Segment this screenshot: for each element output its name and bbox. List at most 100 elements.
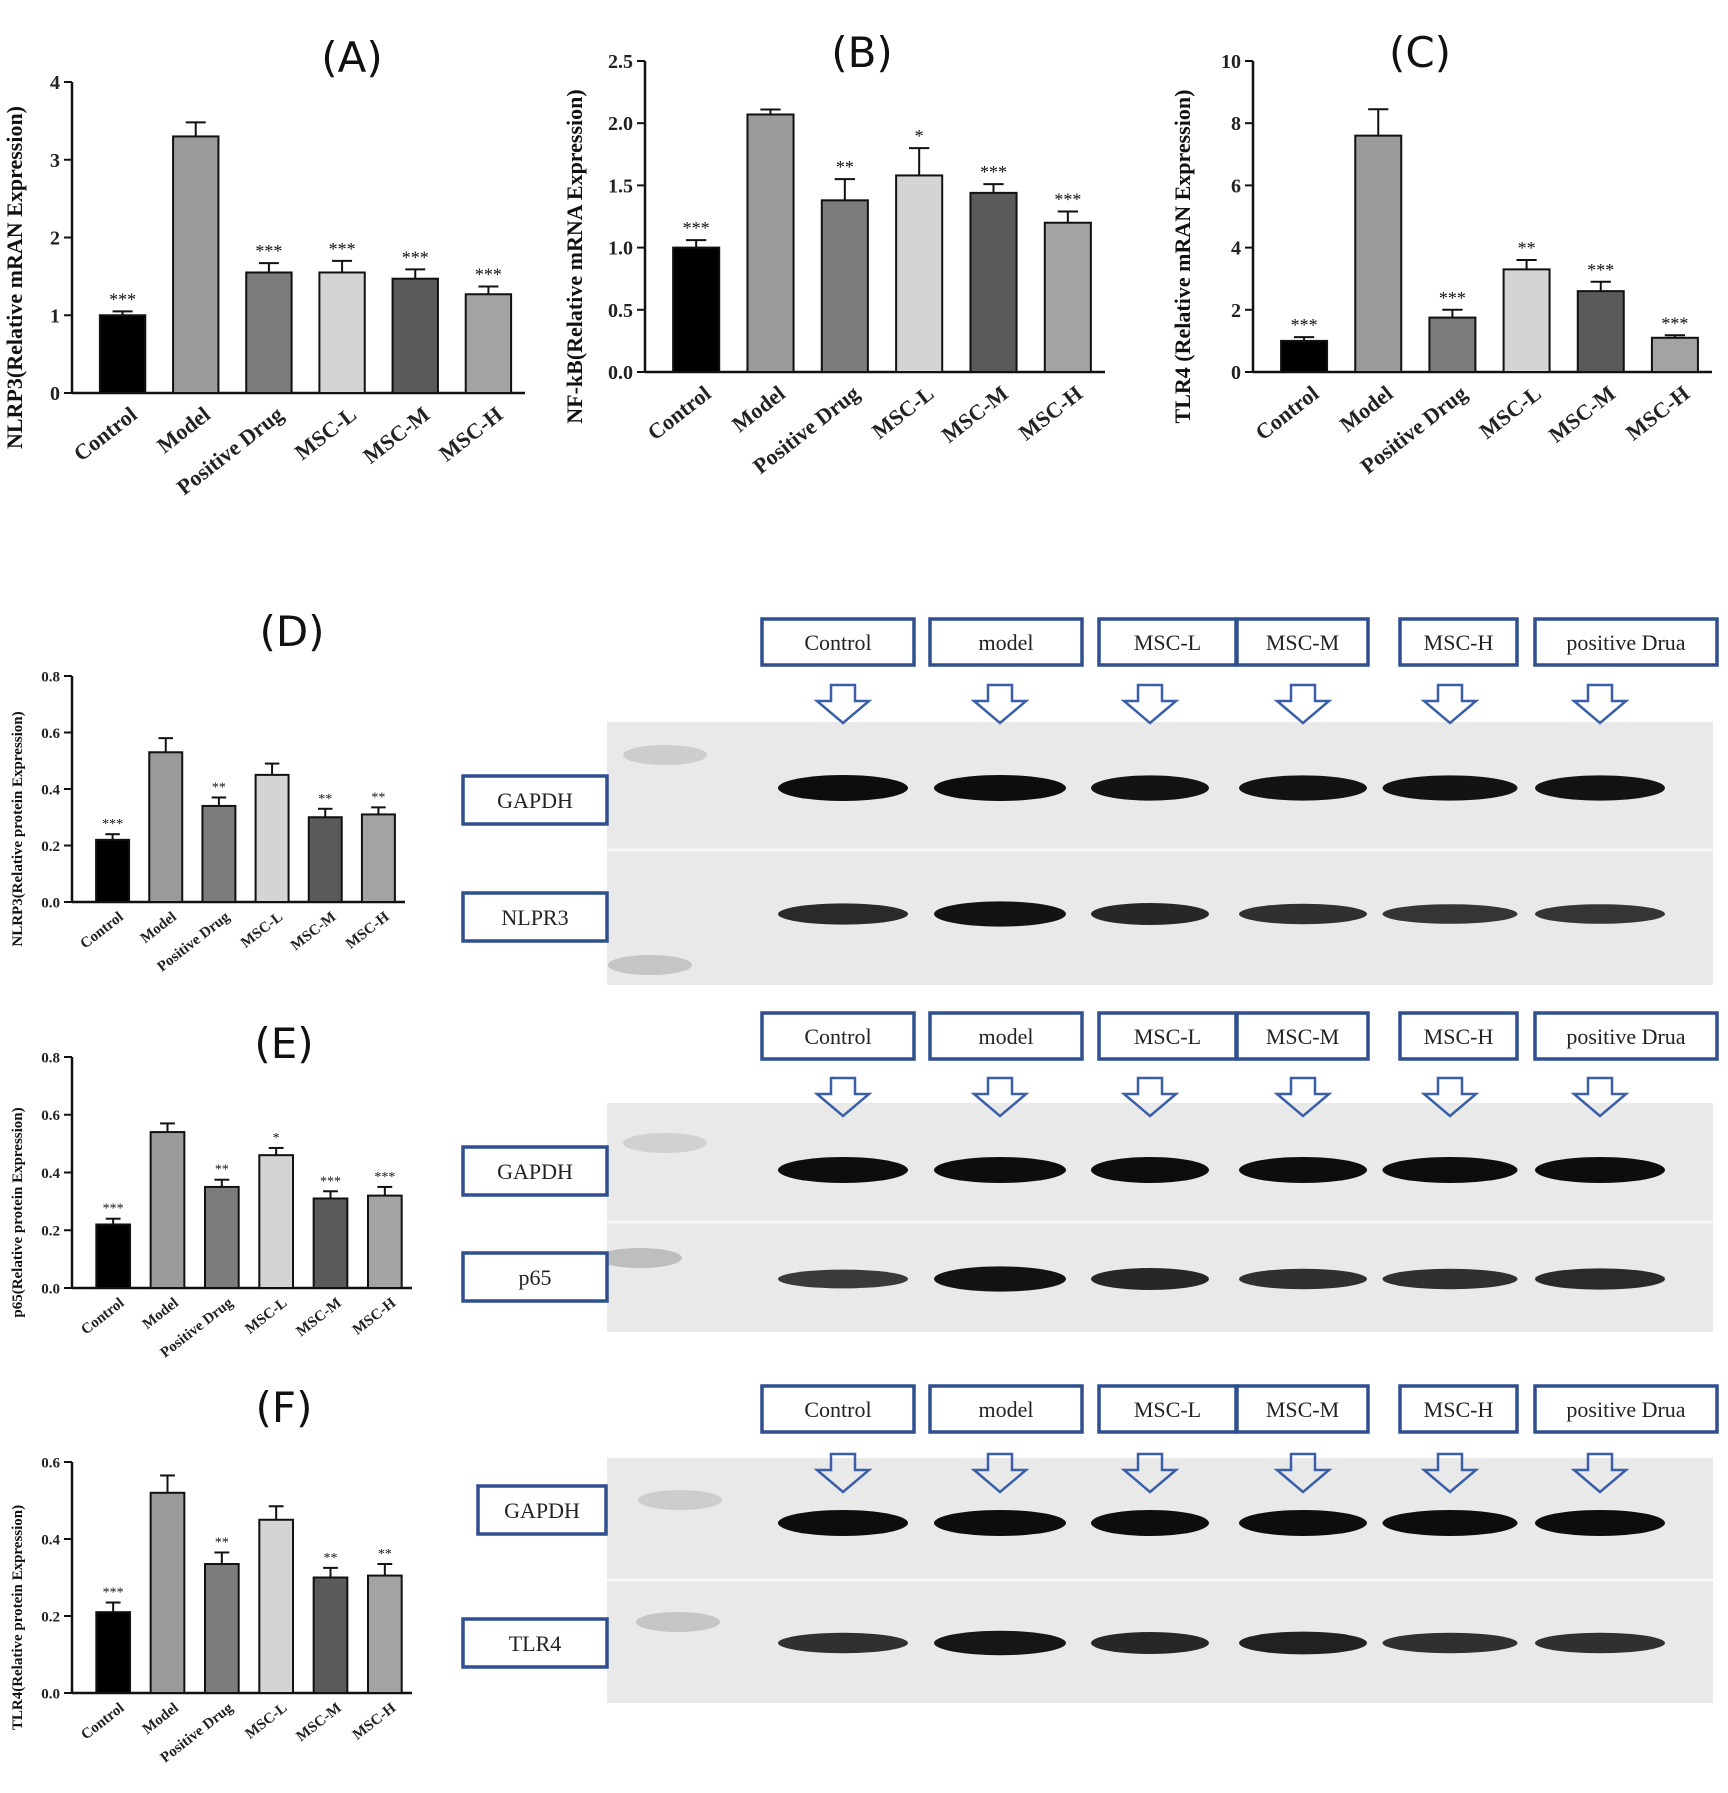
protein-band	[934, 1266, 1066, 1292]
lane-label-box	[760, 617, 916, 667]
protein-label: TLR4	[509, 1631, 562, 1656]
western-blot: Control model MSC-L MSC-M MSC-H positive Drua…	[461, 617, 1719, 985]
y-tick-label: 0.0	[41, 895, 60, 911]
significance-label: **	[318, 792, 332, 807]
protein-label-box	[476, 1484, 608, 1536]
lane-arrow-icon	[1420, 1076, 1480, 1118]
protein-band	[1535, 1632, 1665, 1654]
lane-label-box	[1097, 617, 1238, 667]
y-tick-label: 2.5	[608, 51, 633, 73]
lane-label: MSC-M	[1266, 1024, 1339, 1049]
y-tick-label: 2	[50, 228, 60, 250]
y-tick-label: 0.4	[41, 1166, 60, 1182]
lane-arrow-icon	[813, 683, 873, 725]
protein-band	[1535, 904, 1665, 924]
bar	[672, 246, 721, 374]
panel-letter: (E)	[254, 1019, 313, 1068]
protein-band	[1239, 1157, 1367, 1183]
significance-label: ***	[109, 289, 136, 309]
lane-label: positive Drua	[1566, 1024, 1685, 1049]
y-tick-label: 0.0	[608, 362, 633, 384]
significance-label: ***	[329, 239, 356, 259]
protein-band	[1239, 1510, 1367, 1536]
lane-label: Control	[804, 1397, 871, 1422]
panel-letter: (C)	[1389, 28, 1451, 77]
y-tick-label: 0	[50, 383, 60, 405]
y-tick-label: 0.4	[41, 782, 60, 798]
protein-label: p65	[519, 1265, 552, 1290]
lane-arrow-icon	[1570, 683, 1630, 725]
bar	[254, 773, 290, 903]
y-tick-label: 1	[50, 305, 60, 327]
lane-label-box	[1398, 617, 1519, 667]
y-tick-label: 4	[50, 72, 60, 94]
lane-label-box	[1235, 1384, 1370, 1434]
bar	[1354, 134, 1403, 373]
protein-band	[778, 903, 908, 925]
lane-arrow-icon	[813, 1452, 873, 1494]
lane-arrow-icon	[1120, 1452, 1180, 1494]
significance-label: *	[915, 126, 924, 146]
lane-label: Control	[804, 1024, 871, 1049]
bar	[258, 1154, 295, 1290]
y-tick-label: 0.5	[608, 300, 633, 322]
protein-band	[1091, 1510, 1209, 1536]
bar	[95, 1223, 132, 1289]
bar	[1280, 339, 1329, 373]
lane-label: model	[979, 630, 1034, 655]
lane-label-box	[760, 1011, 916, 1061]
y-tick-label: 0.8	[41, 669, 60, 685]
protein-label: GAPDH	[504, 1498, 580, 1523]
significance-label: **	[215, 1163, 229, 1178]
lane-arrow-icon	[970, 683, 1030, 725]
protein-label-box	[461, 1617, 609, 1669]
y-tick-label: 4	[1231, 238, 1241, 260]
bar	[318, 271, 366, 394]
bar	[149, 1131, 186, 1289]
blots-layer: Control model MSC-L MSC-M MSC-H positive Drua…	[461, 617, 1719, 1703]
significance-label: ***	[1661, 313, 1688, 333]
lane-label: MSC-L	[1134, 1397, 1201, 1422]
y-tick-label: 0.6	[41, 1108, 60, 1124]
lane-label: positive Drua	[1566, 1397, 1685, 1422]
protein-band	[1535, 775, 1665, 801]
y-tick-label: 2	[1231, 300, 1241, 322]
significance-label: ***	[1054, 190, 1081, 210]
bar	[149, 1491, 186, 1695]
lane-label-box	[1097, 1384, 1238, 1434]
y-axis-title: TLR4(Relative protein Expression)	[10, 1505, 26, 1730]
protein-band	[1091, 1157, 1209, 1183]
bar	[1576, 290, 1625, 374]
y-tick-label: 0.6	[41, 726, 60, 742]
ladder-marker	[623, 745, 707, 765]
lane-arrow-icon	[813, 1076, 873, 1118]
lane-arrow-icon	[1120, 683, 1180, 725]
significance-label: ***	[402, 247, 429, 267]
significance-label: ***	[475, 264, 502, 284]
western-blot: Control model MSC-L MSC-M MSC-H positive Drua…	[461, 1011, 1719, 1332]
bar	[95, 838, 131, 903]
significance-label: ***	[1291, 315, 1318, 335]
protein-band	[778, 775, 908, 801]
protein-band	[1535, 1510, 1665, 1536]
protein-label: GAPDH	[497, 788, 573, 813]
y-axis-title: TLR4 (Relative mRAN Expression)	[1170, 90, 1195, 424]
bar	[1043, 221, 1092, 373]
protein-band	[1382, 1510, 1518, 1536]
protein-band	[1382, 1268, 1518, 1290]
bar	[307, 816, 343, 903]
bar	[969, 191, 1018, 373]
protein-band	[1382, 775, 1518, 801]
lane-label: MSC-H	[1424, 630, 1494, 655]
lane-label: MSC-H	[1424, 1397, 1494, 1422]
protein-label: GAPDH	[497, 1159, 573, 1184]
panel-letter: (F)	[256, 1383, 313, 1432]
protein-label-box	[461, 774, 609, 826]
protein-band	[1239, 1631, 1367, 1655]
lane-label-box	[928, 1384, 1084, 1434]
ladder-marker	[638, 1490, 722, 1510]
protein-band	[1535, 1157, 1665, 1183]
bar	[312, 1197, 349, 1290]
y-tick-label: 3	[50, 150, 60, 172]
